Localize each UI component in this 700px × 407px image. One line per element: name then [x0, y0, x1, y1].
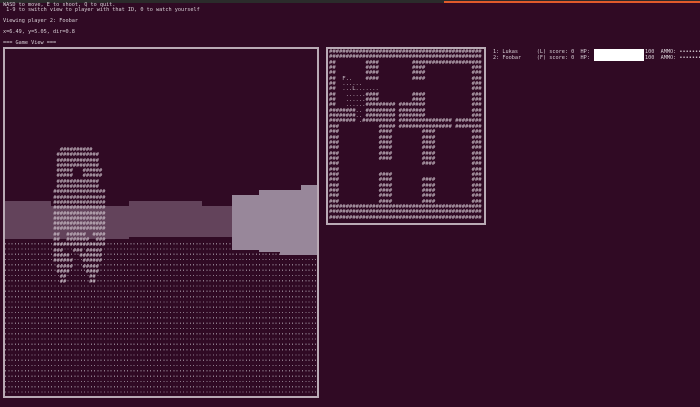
floor	[5, 239, 317, 396]
viewing-player: Viewing player 2: Foobar	[3, 18, 78, 24]
wall-segment	[232, 195, 259, 250]
ammo-label: AMMO:	[660, 55, 677, 61]
minimap-grid: ########################################…	[329, 49, 482, 221]
wall-segment	[51, 206, 129, 239]
ammo-dots: ••••••••••	[679, 49, 700, 55]
position-readout: x=6.49, y=5.05, dir=0.8	[3, 29, 75, 35]
hp-label: HP:	[580, 55, 590, 61]
hp-bar	[593, 55, 644, 61]
game-view-title: === Game View ===	[3, 40, 57, 46]
hp-value: 100	[645, 49, 655, 55]
window-top-bar	[0, 0, 700, 3]
wall-segment	[280, 190, 301, 255]
wall-segment	[202, 206, 232, 237]
wall-segment	[129, 201, 202, 237]
ammo-label: AMMO:	[660, 49, 677, 55]
player-symbol: (F)	[536, 55, 547, 61]
wall-segment	[5, 201, 51, 239]
player-score: score: 0	[549, 55, 575, 61]
hp-label: HP:	[580, 49, 590, 55]
wall-segment	[301, 185, 317, 255]
player-symbol: (L)	[536, 49, 547, 55]
minimap: ########################################…	[326, 47, 486, 225]
player-row: 2: Foobar (F) score: 0 HP: 100 AMMO: •••…	[493, 55, 700, 61]
player-score: score: 0	[549, 49, 575, 55]
player-sprite: ########## ############# ############# #…	[53, 147, 106, 286]
player-row: 1: Lukas (L) score: 0 HP: 100 AMMO: ••••…	[493, 49, 700, 55]
hp-value: 100	[644, 55, 655, 61]
window-accent-line	[444, 1, 700, 3]
ammo-dots: ••••••••••	[679, 55, 700, 61]
hp-bar	[594, 49, 644, 55]
controls-help-1: WASD to move, E to shoot, Q to quit.	[3, 2, 116, 8]
player-id: 2: Foobar	[493, 55, 522, 61]
game-view: ########## ############# ############# #…	[3, 47, 319, 398]
controls-help-2: 1-9 to switch view to player with that I…	[3, 7, 200, 13]
player-id: 1: Lukas	[493, 49, 518, 55]
